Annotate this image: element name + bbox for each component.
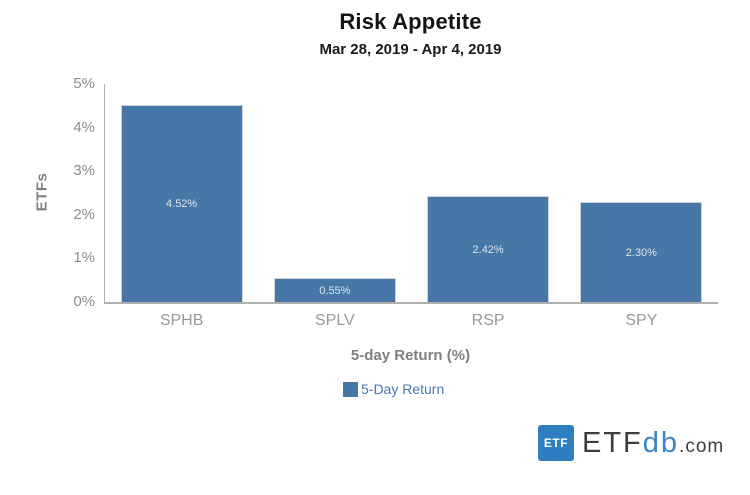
- x-tick-label: SPY: [625, 312, 658, 329]
- bar-rsp: 2.42%: [427, 196, 550, 302]
- chart-title: Risk Appetite: [339, 9, 482, 34]
- brand-etf-text: ETF: [582, 426, 643, 459]
- bar-value-label: 2.42%: [472, 243, 504, 256]
- bar-value-label: 4.52%: [166, 198, 198, 210]
- y-tick-label: 3%: [73, 162, 95, 180]
- brand-wordmark: ETF db .com: [582, 427, 724, 460]
- legend-label: 5-Day Return: [361, 381, 445, 397]
- x-tick-label: SPLV: [315, 312, 355, 329]
- legend: 5-Day Return: [343, 381, 444, 397]
- y-tick-label: 5%: [73, 75, 95, 92]
- bar-splv: 0.55%: [273, 278, 396, 302]
- bar-value-label: 0.55%: [319, 284, 351, 297]
- brand-db-text: db: [642, 426, 680, 459]
- bar-spy: 2.30%: [580, 202, 703, 302]
- x-tick-label: RSP: [471, 312, 505, 329]
- brand-com-text: .com: [679, 435, 725, 457]
- plot-area: 0% 1% 2% 3% 4% 5% 4.52% SPHB 0.55% SPLV 2.42% RSP 2.…: [73, 75, 718, 329]
- y-tick-label: 2%: [73, 205, 95, 223]
- x-tick-label: SPHB: [159, 312, 204, 329]
- etfdb-logo: ETF ETF db .com: [538, 425, 724, 461]
- x-axis-title: 5-day Return (%): [350, 347, 471, 364]
- y-tick-label: 0%: [73, 293, 95, 310]
- etf-badge-icon: ETF: [538, 425, 574, 461]
- chart-subtitle: Mar 28, 2019 - Apr 4, 2019: [319, 41, 502, 58]
- bar-value-label: 2.30%: [625, 246, 657, 259]
- y-tick-label: 1%: [73, 249, 95, 267]
- y-tick-label: 4%: [73, 118, 95, 136]
- bar-sphb: 4.52%: [120, 105, 243, 302]
- legend-swatch-icon: [343, 381, 358, 397]
